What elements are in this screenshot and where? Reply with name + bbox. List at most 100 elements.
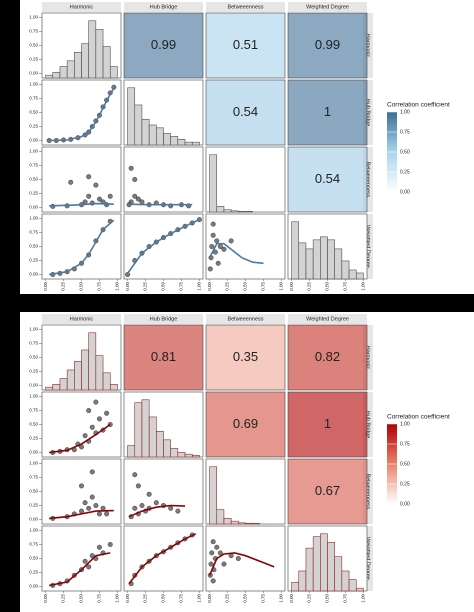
scatter-point	[221, 246, 227, 252]
x-tick-label: 0.75	[261, 282, 266, 291]
panel	[205, 146, 286, 213]
x-tick-label: 0.25	[307, 282, 312, 291]
y-tick-label: 0.50	[29, 556, 38, 561]
histogram-bar	[327, 542, 335, 592]
scatter-point	[215, 260, 221, 266]
histogram-bar	[81, 349, 89, 391]
correlation-label: 0.99	[151, 37, 176, 52]
histogram-bar	[341, 260, 350, 280]
panel	[205, 213, 286, 280]
correlation-tile	[287, 146, 368, 213]
x-tick-label: 1.00	[115, 282, 120, 291]
strip-label: Weighted Degree	[306, 316, 349, 322]
strip-label: Harmonic	[70, 4, 94, 10]
scatter-point	[214, 238, 220, 244]
fit-line	[49, 509, 114, 520]
y-tick-label: 0.00	[29, 450, 38, 455]
y-tick-label: 0.75	[29, 163, 38, 168]
scatter-point	[89, 494, 95, 500]
histogram-bar	[230, 520, 239, 525]
scatter-point	[168, 505, 174, 511]
scatter-point	[104, 410, 110, 416]
histogram-bar	[127, 445, 136, 458]
histogram-bar	[209, 466, 218, 525]
x-tick-label: 0.00	[289, 594, 294, 603]
histogram-bar	[102, 46, 111, 79]
scatter-point	[86, 193, 92, 199]
panel	[41, 146, 122, 213]
x-tick-label: 0.50	[243, 594, 248, 603]
legend-title: Correlation coefficient	[387, 414, 450, 421]
legend-tick-label: 0.75	[400, 129, 410, 135]
correlation-label: 0.67	[315, 483, 340, 498]
legend-title: Correlation coefficient	[387, 102, 450, 109]
scatter-point	[207, 266, 213, 272]
y-tick-label: 0.25	[29, 57, 38, 62]
histogram-bar	[66, 60, 75, 79]
histogram-bar	[327, 239, 335, 280]
histogram-bar	[298, 570, 307, 592]
scatter-point	[89, 469, 95, 475]
x-tick-label: 0.00	[207, 594, 212, 603]
correlation-label: 0.69	[233, 416, 258, 431]
x-tick-label: 0.00	[289, 282, 294, 291]
scatter-point	[93, 503, 99, 508]
x-tick-label: 1.00	[361, 594, 366, 603]
histogram-bar	[81, 43, 89, 79]
histogram-bar	[95, 29, 104, 79]
fit-line	[49, 202, 114, 207]
y-tick-label: 0.00	[29, 138, 38, 143]
legend-tick-label: 0.00	[400, 501, 410, 507]
scatter-point	[89, 424, 95, 430]
fit-line	[49, 423, 111, 454]
histogram-bar	[95, 355, 104, 391]
histogram-bar	[156, 127, 164, 146]
correlation-tile	[287, 324, 368, 391]
x-tick-label: 0.25	[143, 282, 148, 291]
histogram-bar	[134, 104, 143, 146]
x-tick-label: 1.00	[197, 282, 202, 291]
x-tick-label: 1.00	[197, 594, 202, 603]
y-tick-label: 0.50	[29, 244, 38, 249]
scatter-point	[210, 539, 216, 545]
scatter-point	[209, 244, 215, 249]
strip	[206, 2, 285, 12]
histogram-bar	[177, 452, 186, 458]
y-tick-label: 0.75	[29, 475, 38, 480]
y-tick-label: 0.25	[29, 436, 38, 441]
histogram-bar	[148, 416, 157, 458]
histogram-bar	[52, 384, 61, 391]
legend-tick-label: 0.50	[400, 461, 410, 467]
x-tick-label: 0.00	[43, 594, 48, 603]
histogram-bar	[216, 206, 225, 213]
histogram-bar	[45, 386, 54, 391]
x-tick-label: 0.75	[343, 594, 348, 603]
strip-label: Weighted Degree	[306, 4, 349, 10]
y-tick-label: 1.00	[29, 327, 38, 332]
y-tick-label: 0.75	[29, 408, 38, 413]
scatter-point	[209, 550, 215, 556]
x-tick-label: 0.00	[207, 282, 212, 291]
x-tick-label: 0.50	[325, 594, 330, 603]
strip	[288, 2, 367, 12]
histogram-bar	[298, 242, 307, 280]
x-tick-label: 1.00	[361, 282, 366, 291]
strip-label: Betweeenness	[227, 316, 263, 322]
fit-line	[208, 552, 275, 576]
histogram-bar	[52, 72, 61, 79]
histogram-bar	[191, 455, 200, 458]
legend-tick-label: 0.75	[400, 441, 410, 447]
strip	[363, 214, 373, 279]
y-tick-label: 0.75	[29, 230, 38, 235]
correlation-label: 0.51	[233, 37, 258, 52]
x-tick-label: 0.25	[61, 282, 66, 291]
x-tick-label: 0.25	[225, 282, 230, 291]
scatter-point	[86, 564, 92, 570]
histogram-bar	[102, 372, 111, 391]
histogram-bar	[134, 402, 143, 458]
legend-tick-label: 0.25	[400, 481, 410, 487]
scatter-point	[135, 483, 141, 489]
correlation-tile	[287, 391, 368, 458]
scatter-point	[135, 196, 141, 202]
legend-tick-label: 1.00	[400, 109, 410, 115]
